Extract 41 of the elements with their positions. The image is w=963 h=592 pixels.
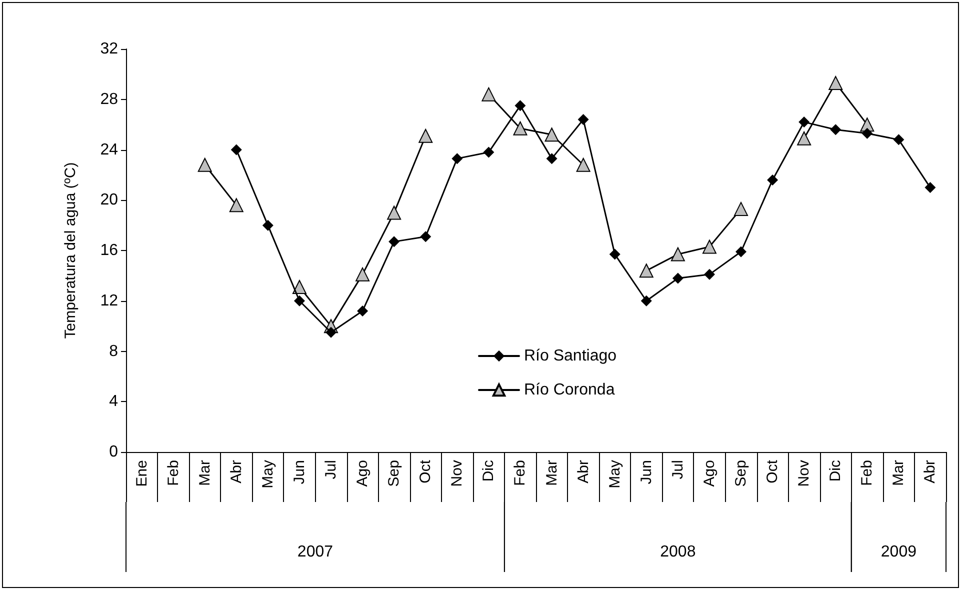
- x-tick-label: Mar: [543, 460, 560, 486]
- x-tick-label: Jun: [638, 460, 655, 484]
- legend-label: Río Santiago: [524, 348, 617, 364]
- y-tick-label: 8: [109, 342, 118, 360]
- legend-label: Río Coronda: [524, 382, 615, 398]
- x-tick-label: Ene: [133, 460, 150, 487]
- x-tick-label: Feb: [512, 460, 529, 486]
- y-tick-label: 4: [109, 393, 118, 410]
- y-tick-label: 0: [109, 444, 118, 460]
- x-tick-label: Abr: [228, 460, 245, 484]
- text: 2009: [880, 544, 917, 560]
- text: 2008: [660, 544, 696, 560]
- x-tick-label: Sep: [732, 460, 750, 487]
- y-tick-label: 32: [100, 40, 118, 58]
- x-tick-label: Sep: [386, 460, 403, 487]
- x-tick-label: May: [606, 460, 624, 488]
- x-tick-label: Abr: [922, 460, 939, 484]
- y-axis-title: Temperatura del agua (ºC): [62, 162, 79, 339]
- x-tick-label: Jul: [322, 460, 340, 480]
- x-tick-label: Feb: [858, 460, 876, 486]
- x-tick-label: Dic: [827, 460, 844, 482]
- x-tick-label: Oct: [417, 459, 434, 484]
- x-tick-label: Jul: [669, 460, 686, 480]
- x-tick-label: Nov: [448, 460, 466, 487]
- x-tick-label: Jun: [290, 460, 308, 484]
- text: 2007: [297, 544, 334, 560]
- x-tick-label: May: [259, 460, 276, 488]
- x-tick-label: Dic: [480, 460, 498, 482]
- y-tick-label: 12: [100, 292, 118, 310]
- x-tick-label: Mar: [890, 460, 908, 486]
- x-tick-label: Ago: [700, 460, 718, 487]
- x-tick-label: Oct: [764, 459, 782, 484]
- y-tick-label: 16: [100, 242, 118, 259]
- y-tick-label: 24: [100, 141, 118, 158]
- y-tick-label: 28: [100, 90, 118, 108]
- x-tick-label: Nov: [796, 460, 813, 487]
- y-tick-label: 20: [100, 192, 118, 209]
- x-tick-label: Feb: [164, 460, 182, 486]
- x-tick-label: Ago: [354, 460, 372, 487]
- x-tick-label: Abr: [574, 460, 592, 484]
- x-tick-label: Mar: [196, 460, 214, 486]
